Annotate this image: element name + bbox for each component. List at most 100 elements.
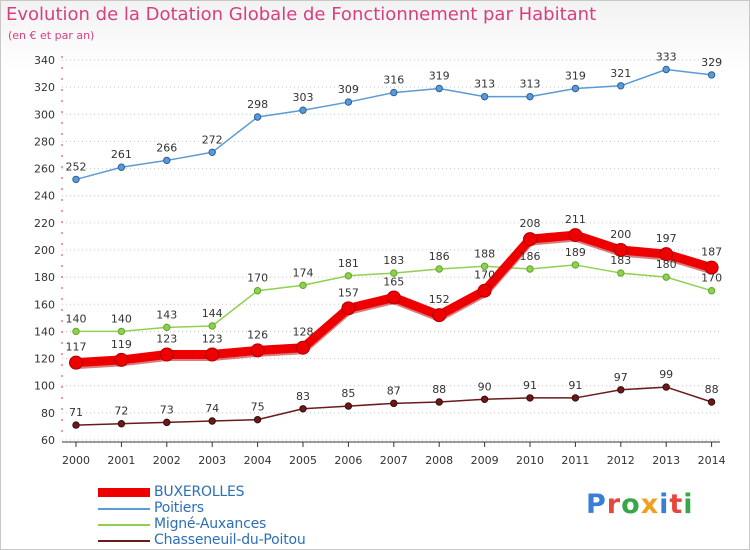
data-point [296, 340, 310, 355]
data-label: 298 [247, 98, 268, 111]
data-point [386, 290, 401, 305]
data-point [208, 322, 216, 330]
data-label: 119 [111, 338, 132, 351]
data-label: 143 [156, 308, 177, 321]
y-tick-label: 340 [34, 54, 55, 67]
data-point [435, 398, 443, 406]
data-point [205, 347, 220, 362]
data-point [208, 148, 216, 156]
legend-swatch-buxerolles [98, 488, 150, 497]
logo-letter: o [621, 489, 641, 520]
x-tick-label: 2013 [652, 454, 680, 467]
data-label: 321 [610, 67, 631, 80]
data-label: 313 [520, 78, 541, 91]
data-label: 170 [474, 269, 495, 282]
data-point [480, 395, 489, 403]
data-point [159, 347, 174, 362]
data-point [253, 415, 262, 424]
x-tick-label: 2011 [561, 454, 589, 467]
x-tick-label: 2000 [62, 454, 90, 467]
data-point [617, 386, 625, 394]
data-label: 144 [202, 307, 223, 320]
data-label: 189 [565, 246, 586, 259]
data-point [341, 301, 356, 316]
data-point [613, 243, 628, 257]
data-label: 174 [293, 266, 314, 279]
data-point [432, 308, 447, 323]
x-tick-label: 2002 [153, 454, 181, 467]
data-point [114, 352, 129, 367]
legend-label-buxerolles: BUXEROLLES [154, 484, 245, 500]
y-tick-label: 260 [34, 163, 55, 176]
data-label: 252 [66, 160, 87, 173]
x-tick-label: 2003 [198, 454, 226, 467]
chart-title: Evolution de la Dotation Globale de Fonc… [6, 4, 597, 25]
data-point [390, 88, 398, 97]
legend-label-migne-auxances: Migné-Auxances [154, 516, 267, 532]
data-label: 181 [338, 257, 359, 270]
data-point [659, 247, 674, 262]
data-label: 261 [111, 148, 132, 161]
data-point [163, 156, 171, 165]
logo-letter: t [669, 489, 684, 520]
data-point [163, 323, 171, 332]
data-point [571, 84, 580, 93]
data-point [477, 283, 492, 298]
data-point [662, 383, 670, 391]
x-tick-label: 2001 [107, 454, 135, 467]
data-point [299, 405, 307, 413]
data-label: 200 [610, 228, 631, 241]
data-point [526, 265, 534, 273]
y-tick-label: 180 [34, 271, 55, 284]
data-label: 91 [523, 379, 537, 392]
data-label: 75 [251, 401, 265, 414]
y-tick-label: 160 [34, 298, 55, 311]
data-label: 188 [474, 247, 495, 260]
x-tick-label: 2005 [289, 454, 317, 467]
data-label: 211 [565, 213, 586, 226]
data-point [344, 402, 353, 410]
data-point [253, 287, 262, 295]
data-point [571, 394, 580, 402]
legend-swatch-chasseneuil-du-poitou [98, 540, 150, 542]
data-label: 117 [66, 341, 87, 354]
data-point [390, 399, 398, 408]
data-point [571, 261, 580, 269]
data-point [253, 113, 262, 121]
data-label: 85 [341, 387, 355, 400]
data-point [526, 394, 534, 402]
data-point [617, 82, 625, 90]
x-tick-label: 2014 [698, 454, 726, 467]
data-point [707, 398, 716, 406]
logo-letter: i [683, 489, 694, 520]
data-label: 183 [383, 254, 404, 267]
data-label: 319 [429, 70, 450, 83]
data-label: 180 [656, 258, 677, 271]
y-tick-label: 280 [34, 135, 55, 148]
y-tick-label: 200 [34, 244, 55, 257]
data-point [299, 281, 307, 289]
data-point [117, 163, 126, 171]
data-point [526, 92, 534, 101]
legend-swatch-poitiers [98, 508, 150, 510]
data-point [163, 418, 171, 427]
data-label: 83 [296, 390, 310, 403]
y-tick-label: 60 [41, 434, 55, 447]
data-point [250, 343, 265, 358]
data-point [390, 269, 398, 277]
data-label: 87 [387, 384, 401, 397]
data-label: 187 [701, 246, 722, 259]
x-tick-label: 2009 [471, 454, 499, 467]
x-tick-label: 2004 [244, 454, 272, 467]
data-point [707, 287, 716, 295]
data-point [117, 420, 126, 428]
series-mign-auxances [72, 261, 716, 336]
data-label: 313 [474, 78, 495, 91]
data-label: 90 [478, 380, 492, 393]
data-point [662, 65, 670, 74]
data-point [480, 92, 489, 101]
data-label: 73 [160, 403, 174, 416]
series-buxerolles [69, 228, 719, 370]
data-label: 186 [520, 250, 541, 263]
x-tick-label: 2006 [334, 454, 362, 467]
